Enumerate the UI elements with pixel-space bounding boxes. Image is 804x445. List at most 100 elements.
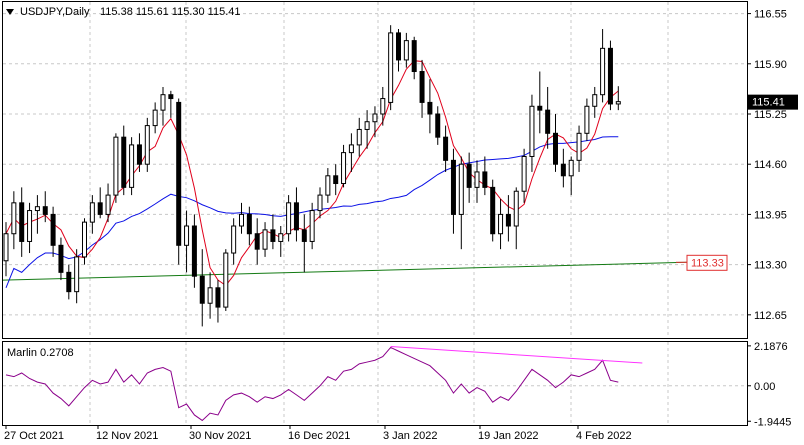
candle-body: [482, 171, 488, 188]
time-tick-label: 4 Feb 2022: [576, 430, 632, 442]
oscillator-tick-label: 2.1876: [754, 341, 788, 353]
oscillator-line: [5, 346, 619, 422]
candle-body: [270, 229, 276, 242]
candle-body: [341, 152, 347, 185]
price-tick-label: 115.25: [754, 109, 787, 121]
candle-body: [19, 202, 25, 242]
oscillator-panel-frame: [2, 341, 748, 426]
oscillator-panel[interactable]: [3, 346, 747, 422]
candle-body: [129, 144, 135, 188]
price-tick-label: 112.65: [754, 310, 787, 322]
candle-body: [184, 225, 190, 246]
candle-body: [113, 136, 119, 196]
candle-body: [82, 221, 87, 258]
symbol-label: USDJPY,Daily: [20, 6, 90, 18]
candle-body: [466, 163, 472, 188]
candle-body: [325, 175, 331, 196]
candle-body: [293, 202, 299, 231]
candle-body: [97, 202, 103, 215]
candle-body: [121, 136, 127, 188]
candle-body: [490, 186, 496, 235]
candle-body: [419, 71, 425, 103]
candle-body: [262, 229, 268, 250]
candle-body: [199, 275, 205, 304]
candle-body: [443, 136, 449, 161]
time-tick-label: 16 Dec 2021: [288, 430, 350, 442]
ohlc-label: 115.38 115.61 115.30 115.41: [100, 6, 240, 18]
candle-body: [529, 105, 535, 157]
candle-body: [356, 128, 362, 146]
candle-body: [348, 144, 354, 154]
candle-body: [309, 210, 315, 242]
price-tick-label: 113.30: [754, 260, 787, 272]
oscillator-axis: 2.1876 0.00 -1.9445: [747, 341, 791, 428]
level-label: 113.33: [691, 257, 724, 269]
candle-body: [450, 159, 456, 215]
time-tick-label: 3 Jan 2022: [383, 430, 437, 442]
price-chart[interactable]: [2, 25, 688, 327]
candle-body: [317, 194, 323, 212]
chart-grid: [3, 2, 747, 425]
candle-body: [176, 101, 182, 246]
level-box: [686, 254, 728, 271]
candle-body: [144, 125, 150, 165]
candle-body: [584, 105, 590, 134]
candle-body: [427, 101, 433, 115]
candle-body: [239, 213, 244, 227]
current-price-box: [748, 94, 798, 110]
candle-body: [50, 213, 56, 246]
candle-body: [333, 175, 339, 185]
candle-body: [521, 155, 527, 192]
candle-body: [160, 94, 166, 111]
candle-body: [615, 101, 621, 105]
candle-body: [231, 225, 237, 254]
candlestick-series: [3, 25, 621, 327]
candle-body: [537, 105, 543, 111]
candle-body: [435, 113, 441, 138]
price-panel-frame: [2, 1, 748, 339]
candle-body: [474, 171, 480, 188]
candle-body: [89, 202, 95, 223]
candle-body: [388, 32, 394, 103]
candle-body: [600, 47, 606, 96]
time-tick-label: 30 Nov 2021: [189, 430, 251, 442]
candle-body: [396, 32, 401, 61]
candle-body: [380, 98, 386, 115]
candle-body: [246, 213, 252, 235]
price-tick-label: 114.60: [754, 159, 787, 171]
moving-average-long-line: [2, 261, 688, 281]
candle-body: [592, 94, 598, 107]
candle-body: [191, 225, 197, 277]
candle-body: [105, 194, 111, 215]
candle-body: [223, 252, 229, 308]
dropdown-arrow-icon[interactable]: [6, 9, 14, 15]
oscillator-tick-label: -1.9445: [754, 416, 791, 428]
candle-body: [278, 233, 284, 242]
candle-body: [207, 287, 213, 304]
candle-body: [553, 132, 558, 165]
candle-body: [372, 113, 378, 123]
candle-body: [411, 40, 417, 73]
candle-body: [568, 159, 574, 177]
candle-body: [364, 121, 370, 130]
candle-body: [458, 163, 464, 215]
candle-body: [168, 94, 174, 100]
current-price-label: 115.41: [752, 97, 785, 109]
candle-body: [513, 190, 519, 227]
price-axis: 116.55 115.90 115.25 114.60 113.95 113.30 112.…: [747, 9, 787, 322]
time-tick-label: 12 Nov 2021: [96, 430, 158, 442]
candle-body: [42, 206, 48, 215]
candle-body: [3, 233, 9, 262]
candle-body: [215, 287, 221, 308]
candle-body: [74, 256, 80, 293]
price-tick-label: 113.95: [754, 209, 787, 221]
level-marker[interactable]: 113.33: [676, 254, 728, 271]
candle-body: [505, 213, 511, 227]
current-price-marker: 115.41: [748, 94, 798, 110]
time-axis: 27 Oct 2021 12 Nov 2021 30 Nov 2021 16 Dec …: [4, 425, 632, 442]
candle-body: [11, 202, 17, 235]
chart-header: USDJPY,Daily 115.38 115.61 115.30 115.41: [6, 6, 240, 18]
candle-body: [576, 132, 582, 161]
candle-body: [498, 213, 504, 235]
